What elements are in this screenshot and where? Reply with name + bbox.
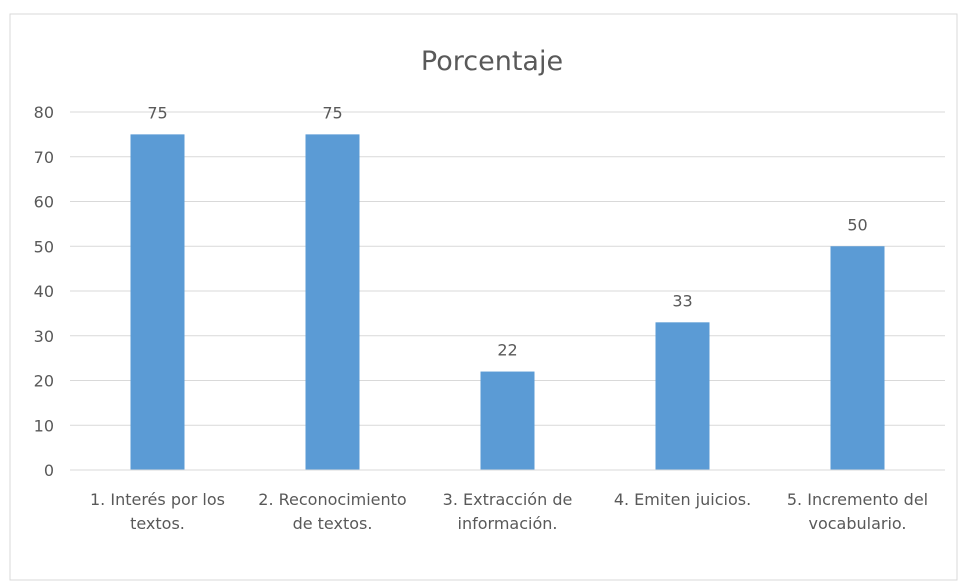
x-tick-label: 2. Reconocimiento de textos. <box>258 490 406 533</box>
data-label: 75 <box>147 103 167 122</box>
y-tick-label: 70 <box>34 148 54 167</box>
bar <box>130 134 185 470</box>
data-label: 75 <box>322 103 342 122</box>
data-label: 33 <box>672 291 692 310</box>
x-tick-label: 4. Emiten juicios. <box>614 490 751 509</box>
chart-title: Porcentaje <box>421 46 563 77</box>
bar <box>305 134 360 470</box>
bar <box>480 371 535 470</box>
bar <box>655 322 710 470</box>
y-tick-label: 40 <box>34 282 54 301</box>
x-tick-label: 1. Interés por los textos. <box>90 490 225 533</box>
y-tick-label: 10 <box>34 416 54 435</box>
y-tick-label: 0 <box>44 461 54 480</box>
x-tick-label: 3. Extracción de información. <box>443 490 573 533</box>
y-tick-label: 20 <box>34 372 54 391</box>
y-tick-label: 30 <box>34 327 54 346</box>
x-tick-label: 5. Incremento del vocabulario. <box>787 490 928 533</box>
y-tick-label: 50 <box>34 237 54 256</box>
y-tick-label: 60 <box>34 193 54 212</box>
y-tick-label: 80 <box>34 103 54 122</box>
bar <box>830 246 885 470</box>
data-label: 22 <box>497 341 517 360</box>
data-label: 50 <box>847 215 867 234</box>
